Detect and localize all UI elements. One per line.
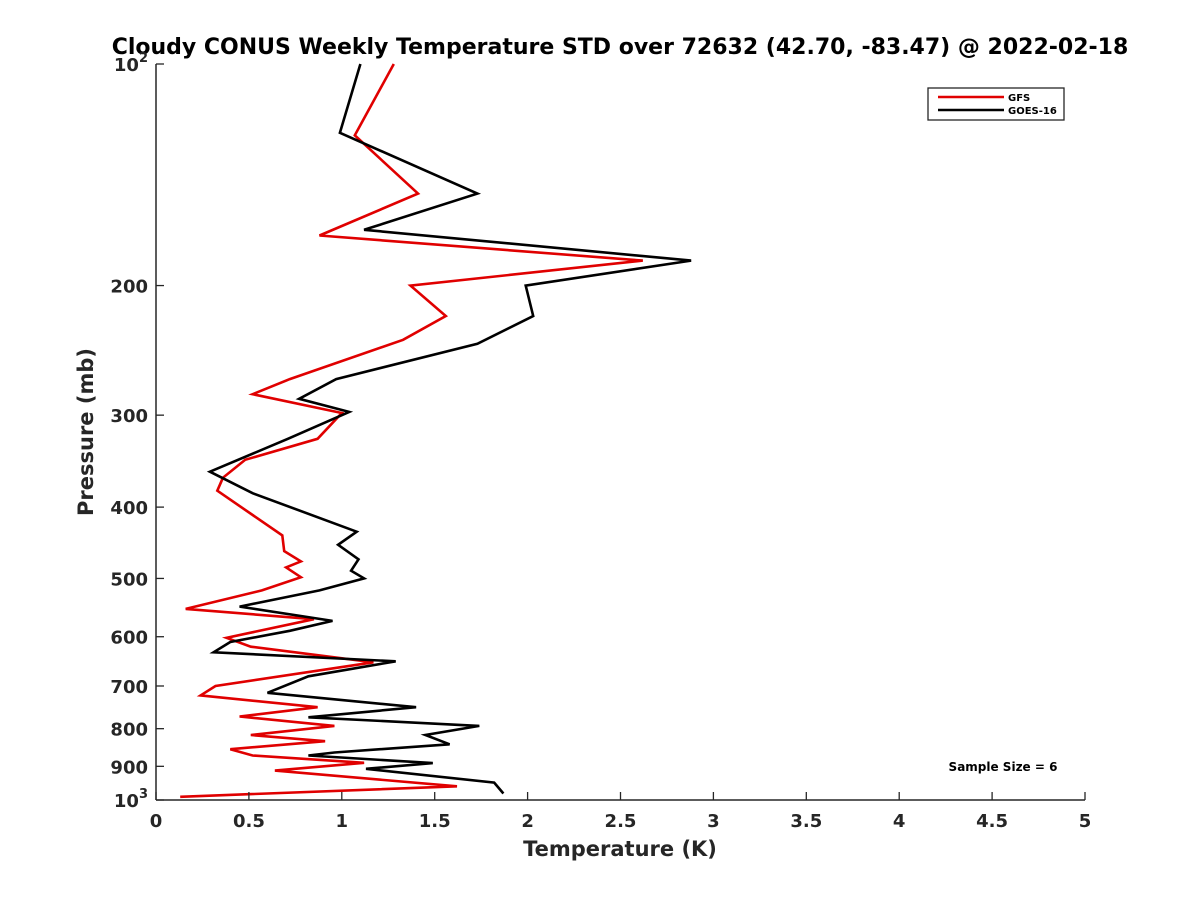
y-tick-label: 800 — [110, 720, 148, 741]
y-tick-label: 900 — [110, 757, 148, 778]
series-line-goes16 — [206, 63, 692, 795]
x-tick-label: 3 — [707, 811, 720, 832]
x-tick-label: 2.5 — [605, 811, 637, 832]
y-tick-label-base: 800 — [110, 720, 148, 741]
y-tick-label-base: 500 — [110, 569, 148, 590]
x-tick-label: 1 — [336, 811, 349, 832]
y-tick-label: 600 — [110, 628, 148, 649]
y-tick-label: 102 — [114, 51, 148, 76]
y-tick-label: 400 — [110, 498, 148, 519]
legend-label-goes16: GOES-16 — [1008, 106, 1057, 117]
y-tick-label: 500 — [110, 569, 148, 590]
series-line-gfs — [180, 63, 643, 799]
y-tick-label-base: 10 — [114, 791, 139, 812]
x-tick-label: 2 — [521, 811, 534, 832]
y-tick-label-base: 600 — [110, 628, 148, 649]
x-tick-label: 4.5 — [976, 811, 1008, 832]
x-axis-label: Temperature (K) — [523, 837, 717, 861]
plot-area-frame — [156, 64, 1085, 800]
x-tick-label: 0 — [150, 811, 163, 832]
y-tick-label: 300 — [110, 406, 148, 427]
x-ticks: 0 0.5 1 1.5 2 2.5 3 3.5 4 4.5 5 — [150, 792, 1092, 832]
x-tick-label: 5 — [1079, 811, 1092, 832]
y-tick-label: 700 — [110, 677, 148, 698]
y-tick-label: 103 — [114, 787, 148, 812]
y-tick-label-base: 700 — [110, 677, 148, 698]
x-tick-label: 3.5 — [790, 811, 822, 832]
legend: GFS GOES-16 — [927, 87, 1065, 121]
x-tick-label: 0.5 — [233, 811, 265, 832]
chart-title: Cloudy CONUS Weekly Temperature STD over… — [112, 35, 1129, 60]
y-tick-label-exponent: 3 — [139, 787, 148, 802]
sample-size-annotation: Sample Size = 6 — [949, 760, 1058, 774]
y-tick-label-base: 400 — [110, 498, 148, 519]
y-tick-label-base: 900 — [110, 757, 148, 778]
y-tick-label: 200 — [110, 277, 148, 298]
legend-box — [927, 87, 1065, 121]
series-layer — [180, 63, 692, 799]
y-tick-label-base: 200 — [110, 277, 148, 298]
y-tick-label-base: 300 — [110, 406, 148, 427]
x-tick-label: 1.5 — [419, 811, 451, 832]
legend-label-gfs: GFS — [1008, 93, 1030, 104]
y-axis-label: Pressure (mb) — [74, 348, 98, 516]
y-tick-label-base: 10 — [114, 55, 139, 76]
x-tick-label: 4 — [893, 811, 906, 832]
y-tick-label-exponent: 2 — [139, 51, 148, 66]
